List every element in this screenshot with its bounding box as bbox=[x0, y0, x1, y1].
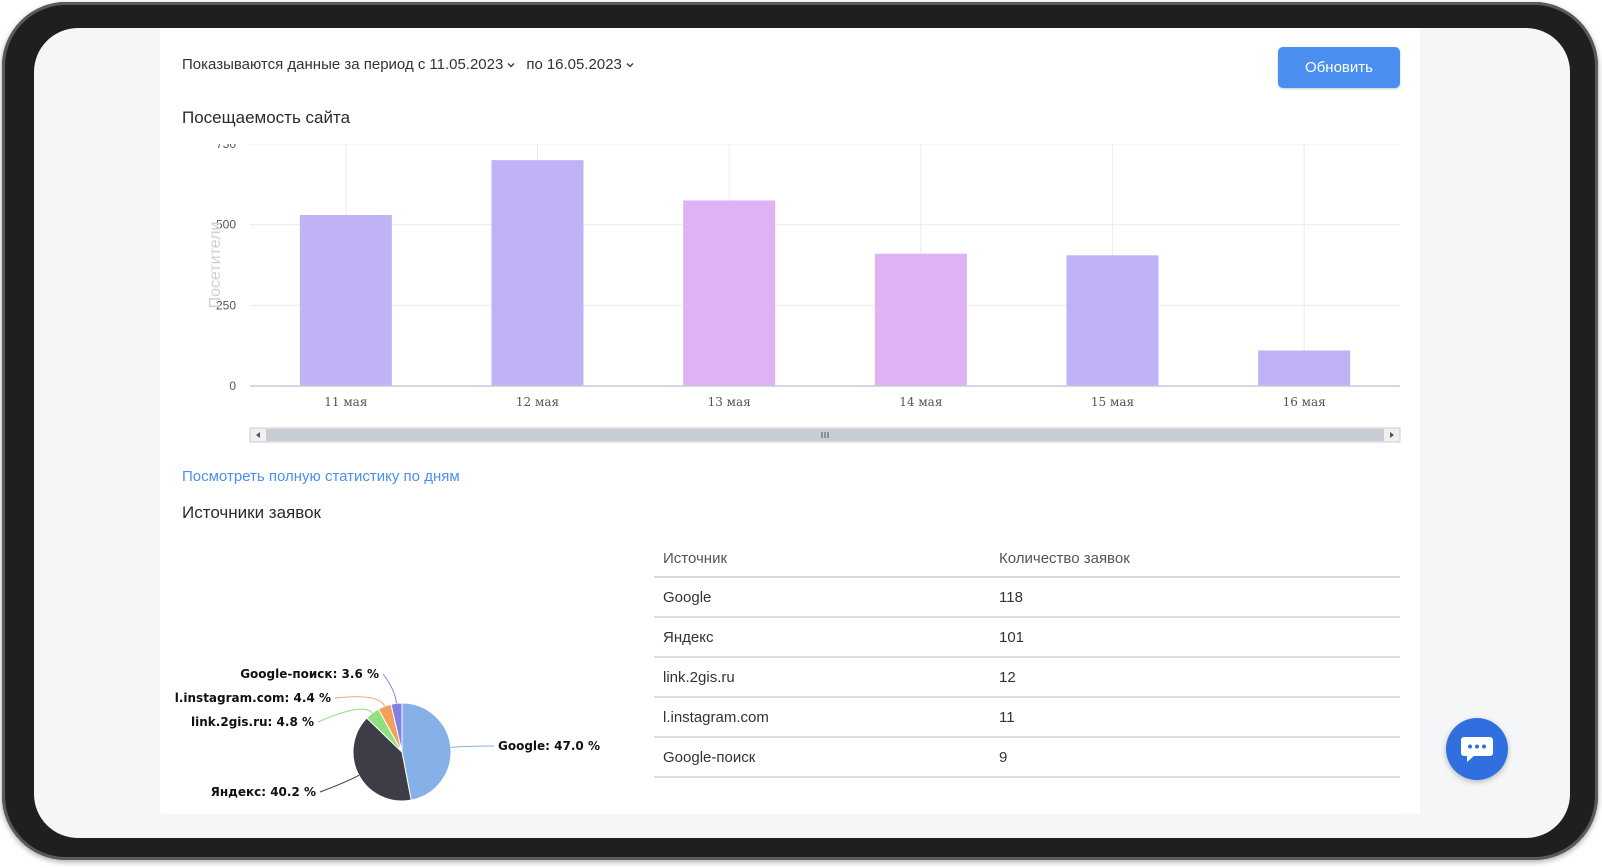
y-tick-label: 750 bbox=[216, 137, 236, 151]
pie-slice-label: Google-поиск: 3.6 % bbox=[240, 667, 379, 681]
pie-label-connector bbox=[382, 673, 397, 704]
y-axis-title: Посетители bbox=[207, 222, 224, 309]
bar-plot-area: 0 250 500 750 bbox=[216, 137, 1400, 393]
chat-bubble-icon bbox=[1461, 737, 1493, 762]
sources-title: Источники заявок bbox=[182, 503, 321, 522]
x-tick-label: 14 мая bbox=[899, 395, 942, 409]
period-prefix: Показываются данные за период с bbox=[182, 56, 426, 73]
sources-table: Источник Количество заявок Google 118 Ян… bbox=[654, 540, 1400, 778]
pie-slice-label: Яндекс: 40.2 % bbox=[211, 785, 316, 799]
bar bbox=[874, 253, 967, 386]
date-to-value: 16.05.2023 bbox=[546, 56, 622, 73]
pie-slice bbox=[352, 717, 412, 802]
bar bbox=[299, 214, 392, 386]
period-selector: Показываются данные за период с 11.05.20… bbox=[182, 56, 635, 73]
date-to-dropdown[interactable]: 16.05.2023 bbox=[547, 56, 635, 73]
x-tick-label: 12 мая bbox=[516, 395, 559, 409]
table-row: link.2gis.ru 12 bbox=[654, 657, 1400, 698]
table-row: l.instagram.com 11 bbox=[654, 697, 1400, 738]
chevron-down-icon bbox=[507, 62, 515, 67]
table-row: Яндекс 101 bbox=[654, 617, 1400, 658]
scroll-left-icon bbox=[256, 432, 260, 438]
pie-label-connector bbox=[317, 708, 373, 723]
source-count: 118 bbox=[990, 577, 1400, 618]
pie-slice-label: link.2gis.ru: 4.8 % bbox=[191, 715, 314, 729]
table-row: Google-поиск 9 bbox=[654, 737, 1400, 778]
y-tick-label: 250 bbox=[216, 298, 236, 312]
x-tick-label: 13 мая bbox=[708, 395, 751, 409]
refresh-button[interactable]: Обновить bbox=[1278, 47, 1400, 88]
scroll-right-icon bbox=[1390, 432, 1394, 438]
chevron-down-icon bbox=[626, 62, 634, 67]
x-tick-label: 11 мая bbox=[324, 395, 367, 409]
table-header-row: Источник Количество заявок bbox=[654, 540, 1400, 578]
screen: Показываются данные за период с 11.05.20… bbox=[34, 28, 1570, 838]
source-count: 12 bbox=[990, 657, 1400, 698]
bar bbox=[1066, 255, 1159, 386]
source-count: 101 bbox=[990, 617, 1400, 658]
sources-pie-chart: Google: 47.0 % Яндекс: 40.2 % link.2gis.ru… bbox=[175, 667, 600, 802]
pie-label-connector bbox=[319, 774, 360, 793]
pie-slice-label: l.instagram.com: 4.4 % bbox=[175, 691, 331, 705]
y-tick-label: 500 bbox=[216, 218, 236, 232]
bar bbox=[1258, 350, 1351, 386]
source-name: link.2gis.ru bbox=[654, 657, 990, 698]
date-to-prefix: по bbox=[526, 56, 543, 73]
source-count: 11 bbox=[990, 697, 1400, 738]
chat-button[interactable] bbox=[1446, 718, 1508, 780]
source-count: 9 bbox=[990, 737, 1400, 778]
y-tick-label: 0 bbox=[229, 379, 236, 393]
traffic-title: Посещаемость сайта bbox=[182, 108, 351, 127]
pie-label-connector bbox=[450, 745, 495, 748]
report-panel: Показываются данные за период с 11.05.20… bbox=[160, 28, 1420, 814]
table-row: Google 118 bbox=[654, 577, 1400, 618]
pie-label-connector bbox=[334, 696, 386, 707]
column-header-count: Количество заявок bbox=[990, 540, 1400, 578]
bar bbox=[491, 160, 584, 386]
bar bbox=[683, 200, 776, 386]
source-name: l.instagram.com bbox=[654, 697, 990, 738]
source-name: Google bbox=[654, 577, 990, 618]
pie-slice bbox=[390, 702, 403, 753]
pie-slice-label: Google: 47.0 % bbox=[498, 739, 600, 753]
source-name: Яндекс bbox=[654, 617, 990, 658]
date-from-value: 11.05.2023 bbox=[429, 56, 504, 73]
source-name: Google-поиск bbox=[654, 737, 990, 778]
full-stats-link[interactable]: Посмотреть полную статистику по дням bbox=[182, 468, 460, 485]
date-from-dropdown[interactable]: 11.05.2023 bbox=[429, 56, 516, 73]
x-tick-label: 16 мая bbox=[1283, 395, 1326, 409]
x-tick-label: 15 мая bbox=[1091, 395, 1134, 409]
pie-slice bbox=[401, 702, 452, 801]
column-header-source: Источник bbox=[654, 540, 990, 578]
chart-scrollbar bbox=[249, 427, 1401, 443]
traffic-bar-chart: 0 250 500 750 11 мая 12 мая 13 мая 14 мая 15 мая… bbox=[207, 137, 1401, 443]
